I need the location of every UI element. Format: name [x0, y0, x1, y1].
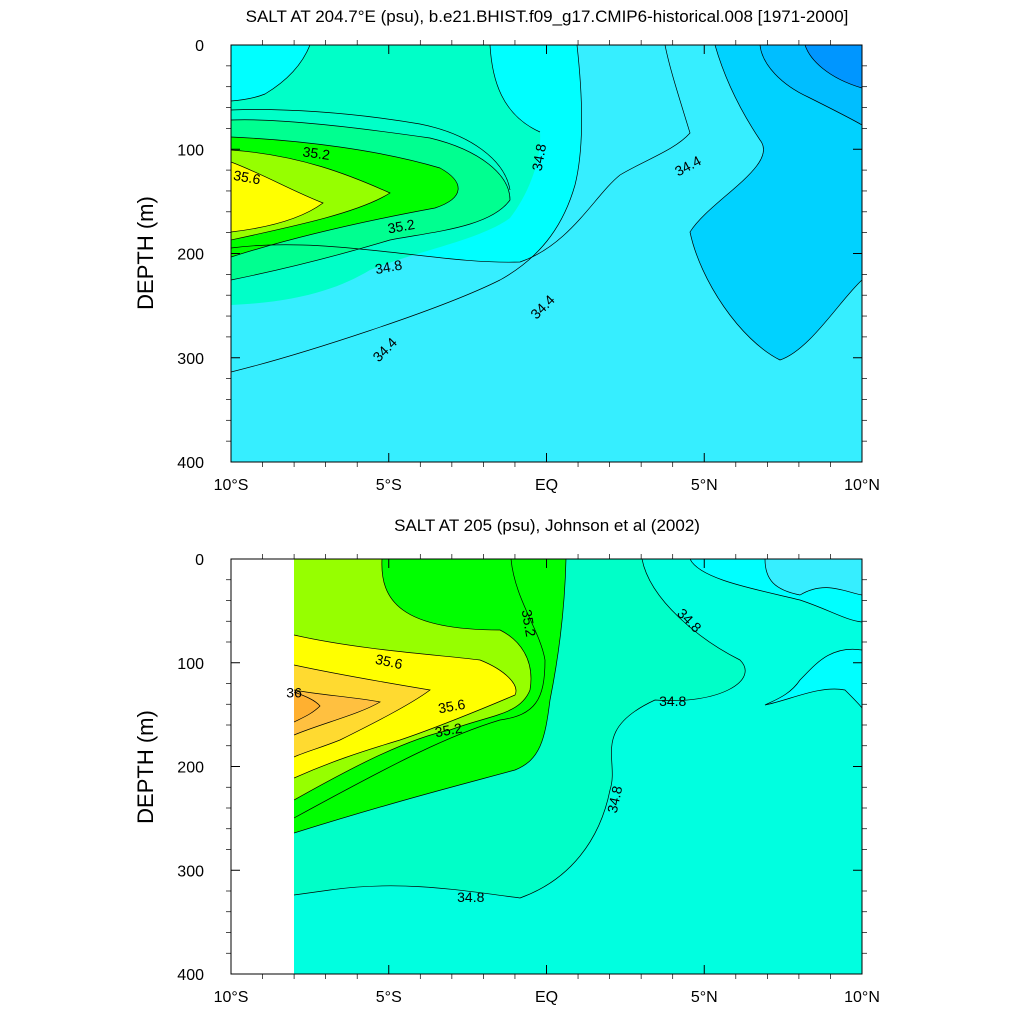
contour-label: 34.8: [604, 784, 625, 814]
fill-35-8-36-0: [294, 665, 430, 757]
x-tick-label: 10°S: [214, 477, 249, 494]
contour-line: [294, 559, 567, 834]
contour-line: [759, 45, 862, 126]
contour-line: [231, 136, 459, 258]
contour-line: [294, 559, 532, 801]
model-contour-lines: [231, 45, 862, 373]
contour-line: [294, 634, 517, 779]
x-tick-label: 5°S: [376, 477, 402, 494]
contour-line: [804, 45, 862, 89]
contour-line: [489, 45, 541, 133]
contour-label: 35.2: [302, 143, 331, 163]
fill-33-8-34-0: [805, 45, 862, 88]
contour-line: [231, 149, 391, 241]
contour-line: [294, 664, 431, 758]
x-tick-label: 5°S: [376, 989, 402, 1006]
contour-line: [231, 45, 311, 102]
contour-label: 35.2: [434, 720, 464, 741]
contour-line: [294, 559, 746, 899]
y-tick-label: 400: [177, 455, 204, 472]
contour-line: [231, 109, 511, 191]
y-tick-label: 200: [177, 247, 204, 264]
contour-line: [231, 119, 511, 281]
x-tick-label: EQ: [535, 989, 558, 1006]
x-tick-label: 5°N: [691, 477, 718, 494]
contour-label: 35.6: [437, 696, 467, 717]
y-tick-label: 300: [177, 863, 204, 880]
contour-label: 34.8: [529, 142, 550, 172]
contour-line: [231, 161, 324, 233]
contour-label: 35.6: [232, 167, 262, 188]
y-tick-label: 400: [177, 967, 204, 984]
contour-line: [294, 691, 321, 723]
fill-34-4-34-6-b: [231, 45, 862, 462]
contour-line: [764, 559, 862, 596]
fill-35-6-35-8: [231, 162, 323, 232]
contour-line: [764, 648, 862, 709]
obs-axes: 10°S 5°S EQ 5°N 10°N 0 100 200 300 400: [177, 552, 880, 1006]
contour-line: [294, 689, 381, 736]
fill-36-0-36-2: [294, 690, 380, 735]
y-tick-label: 300: [177, 351, 204, 368]
contour-label: 34.8: [457, 889, 484, 905]
fill-35-6-35-8: [294, 635, 516, 778]
contour-label: 36: [286, 685, 302, 701]
obs-contour-lines: [294, 559, 862, 899]
fill-34-4-34-6: [765, 559, 862, 595]
model-panel-title: SALT AT 204.7°E (psu), b.e21.BHIST.f09_g…: [246, 7, 849, 26]
obs-contour-fills: [294, 559, 862, 974]
obs-y-axis-label: DEPTH (m): [133, 710, 158, 824]
contour-line: [231, 45, 691, 263]
contour-line: [294, 559, 546, 819]
y-tick-label: 0: [195, 552, 204, 569]
x-tick-label: 10°N: [844, 989, 880, 1006]
model-panel: SALT AT 204.7°E (psu), b.e21.BHIST.f09_g…: [133, 7, 880, 494]
y-tick-label: 0: [195, 38, 204, 55]
contour-label: 35.6: [374, 651, 404, 672]
x-tick-label: 10°N: [844, 477, 880, 494]
y-tick-label: 100: [177, 142, 204, 159]
obs-panel-title: SALT AT 205 (psu), Johnson et al (2002): [394, 516, 700, 535]
y-tick-label: 200: [177, 760, 204, 777]
x-tick-label: 5°N: [691, 989, 718, 1006]
fill-34-6-34-8-b: [765, 649, 862, 708]
fill-34-2-34-4: [690, 45, 862, 360]
obs-panel: SALT AT 205 (psu), Johnson et al (2002): [133, 516, 880, 1006]
contour-line: [689, 559, 862, 623]
x-tick-label: EQ: [535, 477, 558, 494]
x-tick-label: 10°S: [214, 989, 249, 1006]
contour-label: 35.2: [386, 216, 416, 237]
contour-line: [231, 45, 582, 373]
y-tick-label: 100: [177, 656, 204, 673]
model-y-axis-label: DEPTH (m): [133, 196, 158, 310]
fill-36-2-36-4: [294, 692, 320, 722]
contour-line: [689, 45, 862, 361]
contour-label: 35.2: [519, 608, 540, 638]
contour-label: 34.8: [659, 693, 686, 709]
model-axes: 10°S 5°S EQ 5°N 10°N 0 100 200 300 400: [177, 38, 880, 494]
contour-label: 34.8: [374, 257, 404, 278]
model-contour-fills: [231, 45, 862, 462]
